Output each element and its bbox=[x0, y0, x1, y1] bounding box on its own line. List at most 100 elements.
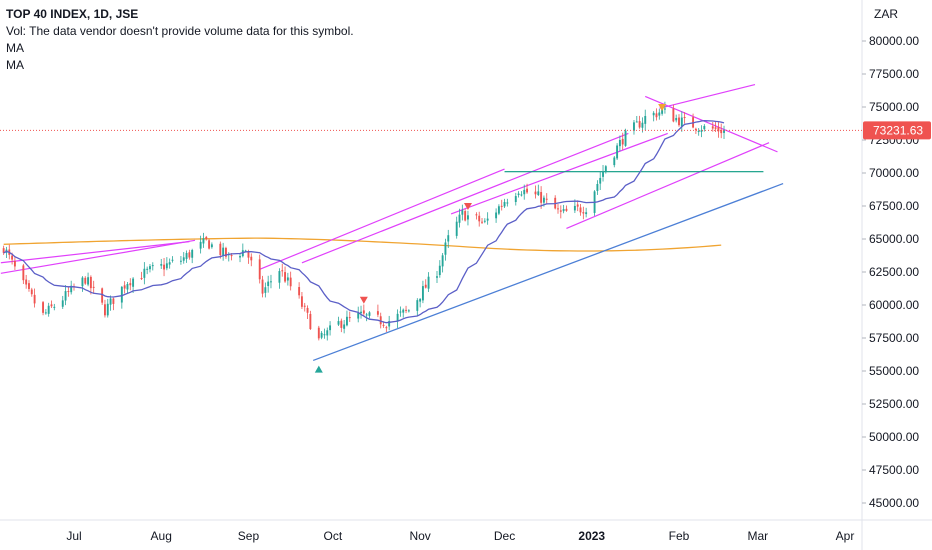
candle[interactable] bbox=[557, 203, 559, 214]
ma-20-line[interactable] bbox=[3, 120, 725, 324]
candle[interactable] bbox=[120, 285, 123, 309]
candle[interactable] bbox=[284, 266, 286, 283]
sell-signal-marker[interactable] bbox=[463, 203, 472, 210]
candle[interactable] bbox=[348, 311, 351, 322]
candle[interactable] bbox=[199, 235, 202, 254]
candle[interactable] bbox=[427, 272, 430, 292]
candle[interactable] bbox=[22, 263, 25, 285]
candle[interactable] bbox=[210, 242, 213, 249]
candle[interactable] bbox=[576, 200, 579, 212]
candle[interactable] bbox=[340, 318, 343, 333]
candle[interactable] bbox=[185, 250, 188, 263]
candle[interactable] bbox=[537, 184, 540, 197]
magenta-trendline[interactable] bbox=[450, 132, 668, 215]
candle[interactable] bbox=[503, 198, 506, 208]
candle[interactable] bbox=[683, 112, 686, 124]
candle[interactable] bbox=[298, 282, 301, 299]
candle[interactable] bbox=[129, 278, 132, 291]
candle[interactable] bbox=[565, 205, 568, 212]
candle[interactable] bbox=[562, 204, 565, 214]
candle[interactable] bbox=[362, 304, 365, 316]
magenta-trendline[interactable] bbox=[259, 168, 505, 270]
candle[interactable] bbox=[723, 125, 725, 140]
candle[interactable] bbox=[464, 209, 467, 222]
candle[interactable] bbox=[329, 321, 332, 336]
candle[interactable] bbox=[467, 210, 469, 226]
candle[interactable] bbox=[497, 204, 500, 216]
candle[interactable] bbox=[534, 185, 537, 199]
candle[interactable] bbox=[495, 208, 498, 223]
sell-signal-marker[interactable] bbox=[658, 104, 667, 111]
candle[interactable] bbox=[618, 135, 621, 152]
candle[interactable] bbox=[267, 275, 270, 293]
candle[interactable] bbox=[421, 280, 424, 304]
candle[interactable] bbox=[278, 268, 281, 289]
candle[interactable] bbox=[160, 258, 163, 269]
candle[interactable] bbox=[419, 298, 422, 308]
candle[interactable] bbox=[717, 122, 720, 138]
candle[interactable] bbox=[123, 281, 126, 294]
candle[interactable] bbox=[241, 243, 244, 258]
candle[interactable] bbox=[554, 195, 557, 210]
candle[interactable] bbox=[202, 232, 205, 248]
candle[interactable] bbox=[652, 111, 655, 122]
candle[interactable] bbox=[87, 272, 90, 287]
candle[interactable] bbox=[520, 191, 523, 197]
candle[interactable] bbox=[486, 212, 489, 225]
candle[interactable] bbox=[604, 165, 607, 174]
ma-200-line[interactable] bbox=[3, 237, 722, 252]
candle[interactable] bbox=[441, 253, 444, 273]
candle[interactable] bbox=[694, 127, 697, 134]
candle[interactable] bbox=[106, 298, 109, 318]
candle[interactable] bbox=[388, 315, 391, 331]
candle[interactable] bbox=[320, 331, 323, 340]
candle[interactable] bbox=[475, 212, 478, 220]
candle[interactable] bbox=[337, 316, 340, 327]
candle[interactable] bbox=[208, 238, 211, 250]
magenta-trendline[interactable] bbox=[301, 132, 629, 264]
candle[interactable] bbox=[514, 192, 517, 206]
candle[interactable] bbox=[526, 183, 528, 194]
candle[interactable] bbox=[317, 325, 320, 341]
candle[interactable] bbox=[593, 190, 596, 216]
candle[interactable] bbox=[596, 180, 599, 195]
candle[interactable] bbox=[635, 116, 638, 123]
candle[interactable] bbox=[281, 263, 284, 277]
candle[interactable] bbox=[365, 312, 368, 322]
candle[interactable] bbox=[461, 204, 464, 221]
candle[interactable] bbox=[675, 114, 678, 123]
candle[interactable] bbox=[621, 132, 624, 150]
candle[interactable] bbox=[171, 256, 174, 263]
candle[interactable] bbox=[143, 262, 146, 285]
candle[interactable] bbox=[126, 281, 129, 294]
candle[interactable] bbox=[447, 229, 450, 249]
candle[interactable] bbox=[67, 287, 70, 297]
candle[interactable] bbox=[264, 282, 267, 298]
candle[interactable] bbox=[396, 309, 399, 328]
candle[interactable] bbox=[407, 309, 410, 313]
candle[interactable] bbox=[270, 274, 272, 289]
candle[interactable] bbox=[540, 186, 543, 209]
candle[interactable] bbox=[28, 280, 30, 292]
last-price-badge[interactable] bbox=[863, 121, 931, 140]
candle[interactable] bbox=[300, 292, 303, 309]
candle[interactable] bbox=[303, 302, 306, 312]
drawings[interactable] bbox=[0, 83, 784, 362]
candle[interactable] bbox=[306, 305, 309, 320]
candle[interactable] bbox=[5, 246, 8, 259]
candle[interactable] bbox=[53, 303, 56, 311]
candle[interactable] bbox=[109, 295, 112, 311]
candle[interactable] bbox=[720, 123, 723, 139]
candle[interactable] bbox=[613, 156, 616, 168]
candle[interactable] bbox=[638, 115, 641, 129]
candle[interactable] bbox=[678, 114, 680, 127]
candle[interactable] bbox=[579, 204, 582, 216]
candle[interactable] bbox=[225, 246, 227, 259]
candle[interactable] bbox=[89, 275, 92, 295]
candle[interactable] bbox=[188, 249, 191, 260]
candle[interactable] bbox=[165, 257, 168, 271]
candle[interactable] bbox=[658, 109, 661, 120]
candle[interactable] bbox=[711, 121, 714, 132]
candle[interactable] bbox=[697, 128, 700, 136]
